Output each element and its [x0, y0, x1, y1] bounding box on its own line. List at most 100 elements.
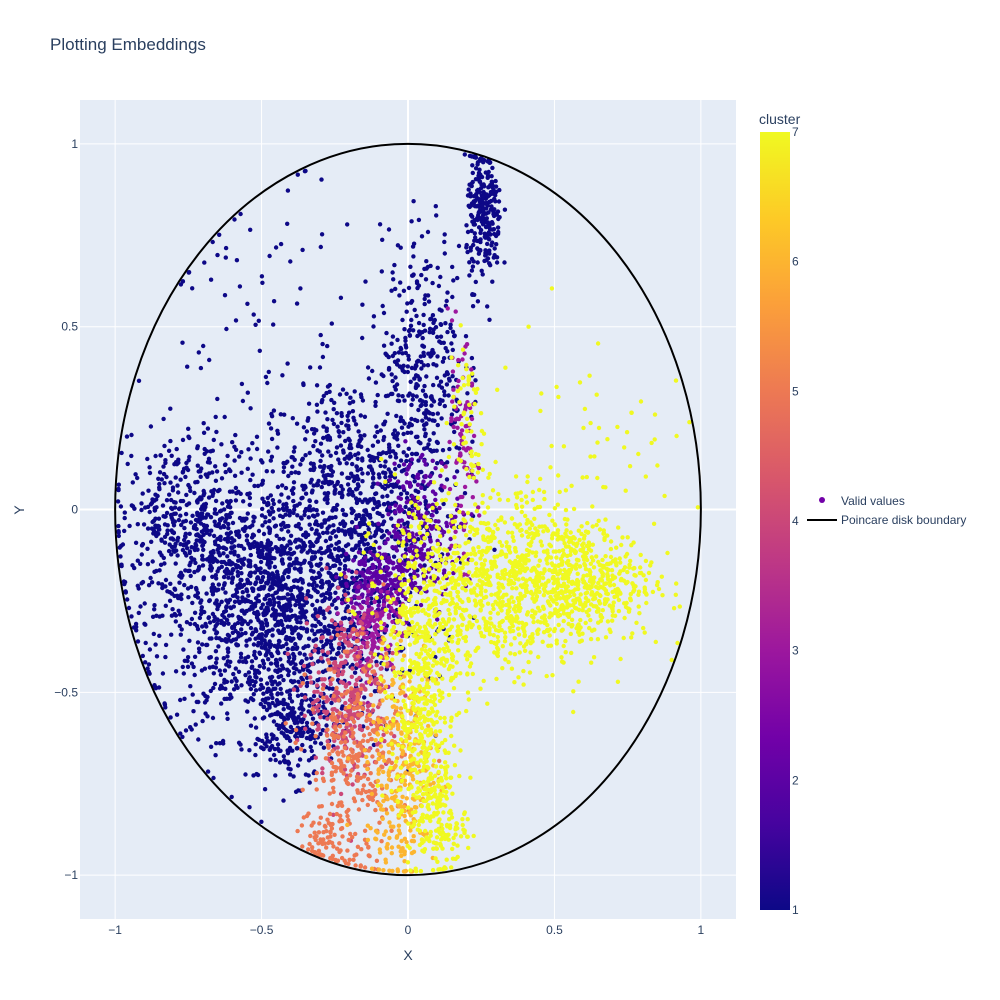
data-point	[371, 588, 376, 593]
data-point	[285, 592, 290, 597]
data-point	[382, 622, 387, 627]
data-point	[226, 575, 231, 580]
data-point	[260, 496, 265, 501]
data-point	[442, 485, 447, 490]
data-point	[270, 593, 275, 598]
data-point	[288, 259, 293, 264]
data-point	[150, 614, 156, 619]
data-point	[386, 573, 391, 578]
data-point	[129, 432, 134, 438]
data-point	[337, 641, 342, 647]
data-point	[300, 545, 305, 550]
data-point	[138, 604, 143, 609]
data-point	[238, 577, 243, 583]
data-point	[266, 421, 272, 426]
data-point	[442, 403, 447, 409]
data-point	[316, 703, 322, 708]
data-point	[290, 646, 295, 652]
data-point	[183, 728, 189, 733]
data-point	[316, 629, 322, 634]
data-point	[208, 554, 213, 559]
data-point	[129, 453, 134, 459]
data-point	[378, 593, 384, 598]
data-point	[431, 350, 436, 356]
data-point	[419, 485, 424, 490]
data-point	[322, 709, 327, 714]
data-point	[153, 684, 158, 690]
data-point	[245, 390, 250, 395]
data-point	[463, 344, 468, 349]
data-point	[233, 498, 239, 503]
data-point	[433, 497, 438, 503]
data-point	[237, 659, 242, 664]
data-point	[215, 252, 220, 258]
data-point	[388, 454, 393, 459]
data-point	[352, 606, 357, 611]
data-point	[135, 522, 140, 527]
data-point	[352, 389, 357, 394]
data-point	[373, 399, 378, 405]
data-point	[401, 431, 406, 437]
data-point	[395, 596, 401, 601]
data-point	[412, 479, 417, 484]
data-point	[307, 669, 313, 675]
data-point	[488, 263, 493, 268]
data-point	[361, 774, 367, 779]
data-point	[315, 689, 320, 694]
data-point	[238, 211, 243, 217]
data-point	[241, 499, 246, 504]
data-point	[370, 565, 376, 571]
data-point	[342, 558, 348, 563]
data-point	[315, 708, 321, 713]
data-point	[293, 602, 298, 608]
data-point	[256, 599, 262, 604]
data-point	[273, 686, 278, 691]
data-point	[430, 458, 435, 463]
data-point	[314, 770, 319, 776]
data-point	[292, 566, 297, 571]
data-point	[304, 596, 309, 601]
data-point	[240, 595, 245, 600]
data-point	[374, 630, 379, 635]
data-point	[157, 568, 162, 573]
data-point	[342, 521, 348, 527]
data-point	[212, 627, 217, 632]
data-point	[390, 378, 395, 384]
data-point	[301, 532, 306, 538]
data-point	[428, 317, 433, 322]
data-point	[352, 701, 358, 706]
data-point	[439, 416, 444, 421]
data-point	[330, 707, 335, 712]
data-point	[145, 666, 150, 671]
data-point	[325, 733, 330, 738]
data-point	[352, 799, 358, 804]
data-point	[350, 666, 355, 671]
data-point	[412, 570, 417, 576]
data-point	[385, 508, 390, 513]
data-point	[386, 227, 392, 232]
data-point	[192, 490, 197, 496]
data-point	[329, 772, 334, 778]
data-point	[329, 552, 334, 557]
data-point	[331, 693, 336, 699]
data-point	[320, 453, 325, 458]
data-point	[313, 777, 319, 783]
data-point	[331, 844, 336, 849]
data-point	[306, 582, 312, 587]
data-point	[202, 507, 207, 512]
data-point	[249, 659, 255, 664]
data-point	[414, 313, 419, 319]
data-point	[295, 693, 301, 698]
data-point	[422, 552, 427, 557]
data-point	[302, 672, 307, 677]
data-point	[300, 681, 305, 686]
data-point	[353, 645, 358, 650]
data-point	[397, 534, 402, 540]
data-point	[290, 630, 295, 636]
data-point	[295, 763, 301, 768]
data-point	[246, 447, 251, 452]
data-point	[175, 483, 180, 488]
data-point	[219, 516, 225, 521]
data-point	[442, 239, 447, 245]
data-point	[263, 515, 268, 520]
